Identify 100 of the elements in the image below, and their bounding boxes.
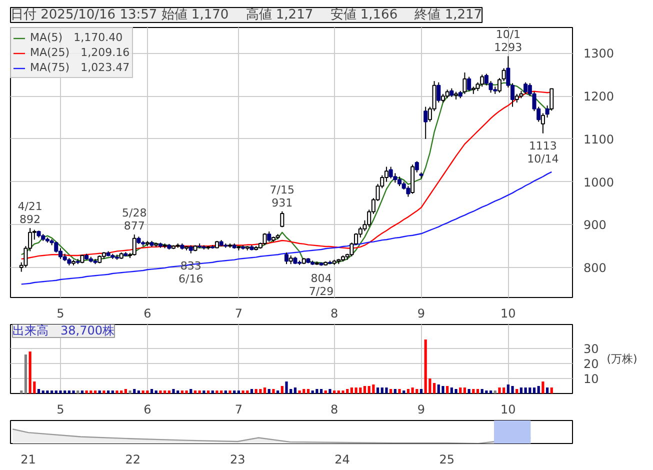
bar <box>211 390 214 394</box>
bar <box>516 389 518 394</box>
x-tick-label: 6 <box>144 402 152 416</box>
x-tick-label: 7 <box>234 402 243 416</box>
bar <box>98 390 101 394</box>
candlestick <box>262 232 267 246</box>
bar <box>94 390 97 394</box>
bar <box>46 390 49 394</box>
bar <box>24 354 28 394</box>
bar <box>354 388 358 394</box>
y-tick-label: 1300 <box>584 46 614 61</box>
candlestick <box>397 176 402 187</box>
bar <box>59 390 62 394</box>
bar <box>202 390 206 394</box>
bar <box>206 390 210 394</box>
annotation: 出来高 38,700株 <box>12 324 114 338</box>
bar <box>520 388 523 394</box>
candlestick <box>280 210 284 228</box>
bar <box>476 389 480 394</box>
bar <box>237 390 240 394</box>
bar <box>150 389 154 394</box>
candlestick <box>462 72 467 94</box>
y-tick-label: 20 <box>584 357 599 371</box>
bar <box>250 389 254 394</box>
bar <box>137 390 140 394</box>
bar <box>80 390 84 394</box>
bar <box>368 386 370 394</box>
bar <box>20 390 23 394</box>
x-tick-label: 9 <box>417 306 426 320</box>
x-tick-label: 10 <box>500 402 516 416</box>
bar <box>320 389 323 394</box>
bar <box>446 386 449 394</box>
bar <box>390 389 392 394</box>
chart-title: 日付 2025/10/16 13:57 始値 1,170 高値 1,217 安値 1,166 終値 1,217 <box>10 6 482 22</box>
bar <box>216 390 218 394</box>
bar <box>316 389 318 394</box>
y-tick-label: 1000 <box>584 175 614 190</box>
bar <box>168 390 170 394</box>
bar <box>328 389 332 394</box>
bar <box>263 388 266 394</box>
bar <box>106 390 110 394</box>
y-tick-label: 10 <box>584 372 599 386</box>
candlestick <box>284 252 289 265</box>
candlestick <box>497 78 502 94</box>
legend-label: MA(25) 1,209.16 <box>30 45 130 60</box>
bar <box>72 390 75 394</box>
bar <box>102 390 106 394</box>
x-tick-label: 5 <box>56 306 64 320</box>
bar <box>485 390 488 394</box>
bar <box>194 390 197 394</box>
y-tick-label: 30 <box>584 342 599 356</box>
bar <box>420 389 423 394</box>
bar <box>133 389 136 394</box>
candlestick <box>384 166 388 182</box>
bar <box>546 388 549 394</box>
bar <box>254 389 258 394</box>
bar <box>128 390 132 394</box>
x-tick-label: 25 <box>439 452 455 466</box>
bar <box>342 390 344 394</box>
bar <box>298 390 301 394</box>
x-tick-label: 8 <box>330 402 338 416</box>
bar <box>468 389 470 394</box>
bar <box>285 382 288 394</box>
x-tick-label: 8 <box>330 306 338 320</box>
annotation: 804 7/29 <box>308 272 334 298</box>
bar <box>163 390 166 394</box>
candlestick <box>132 234 136 256</box>
bar <box>159 390 162 394</box>
candlestick <box>502 68 506 82</box>
bar <box>494 390 496 394</box>
x-tick-label: 22 <box>125 452 141 466</box>
bar <box>116 390 118 394</box>
bar <box>394 389 396 394</box>
bar <box>528 388 532 394</box>
bar <box>385 388 388 394</box>
bar <box>424 340 427 394</box>
bar <box>398 389 401 394</box>
x-tick-label: 5 <box>56 402 64 416</box>
y-tick-label: 900 <box>584 218 606 232</box>
y-tick-label: 1100 <box>584 132 614 146</box>
y-tick-label: 800 <box>584 261 606 275</box>
bar <box>272 389 275 394</box>
bar <box>442 386 444 394</box>
candlestick <box>524 82 528 94</box>
bar <box>372 384 375 394</box>
bar <box>76 390 80 394</box>
candlestick <box>424 106 428 140</box>
x-tick-label: 23 <box>230 452 246 466</box>
bar <box>259 389 262 394</box>
legend-label: MA(5) 1,170.40 <box>30 30 123 45</box>
bar <box>411 388 414 394</box>
bar <box>350 388 354 394</box>
bar <box>333 390 336 394</box>
bar <box>146 390 149 394</box>
annotation: 1113 10/14 <box>527 139 559 166</box>
bar <box>432 383 436 394</box>
bar <box>454 389 458 394</box>
bar <box>524 388 527 394</box>
y-tick-label: 1200 <box>584 90 614 104</box>
bar <box>363 386 366 394</box>
